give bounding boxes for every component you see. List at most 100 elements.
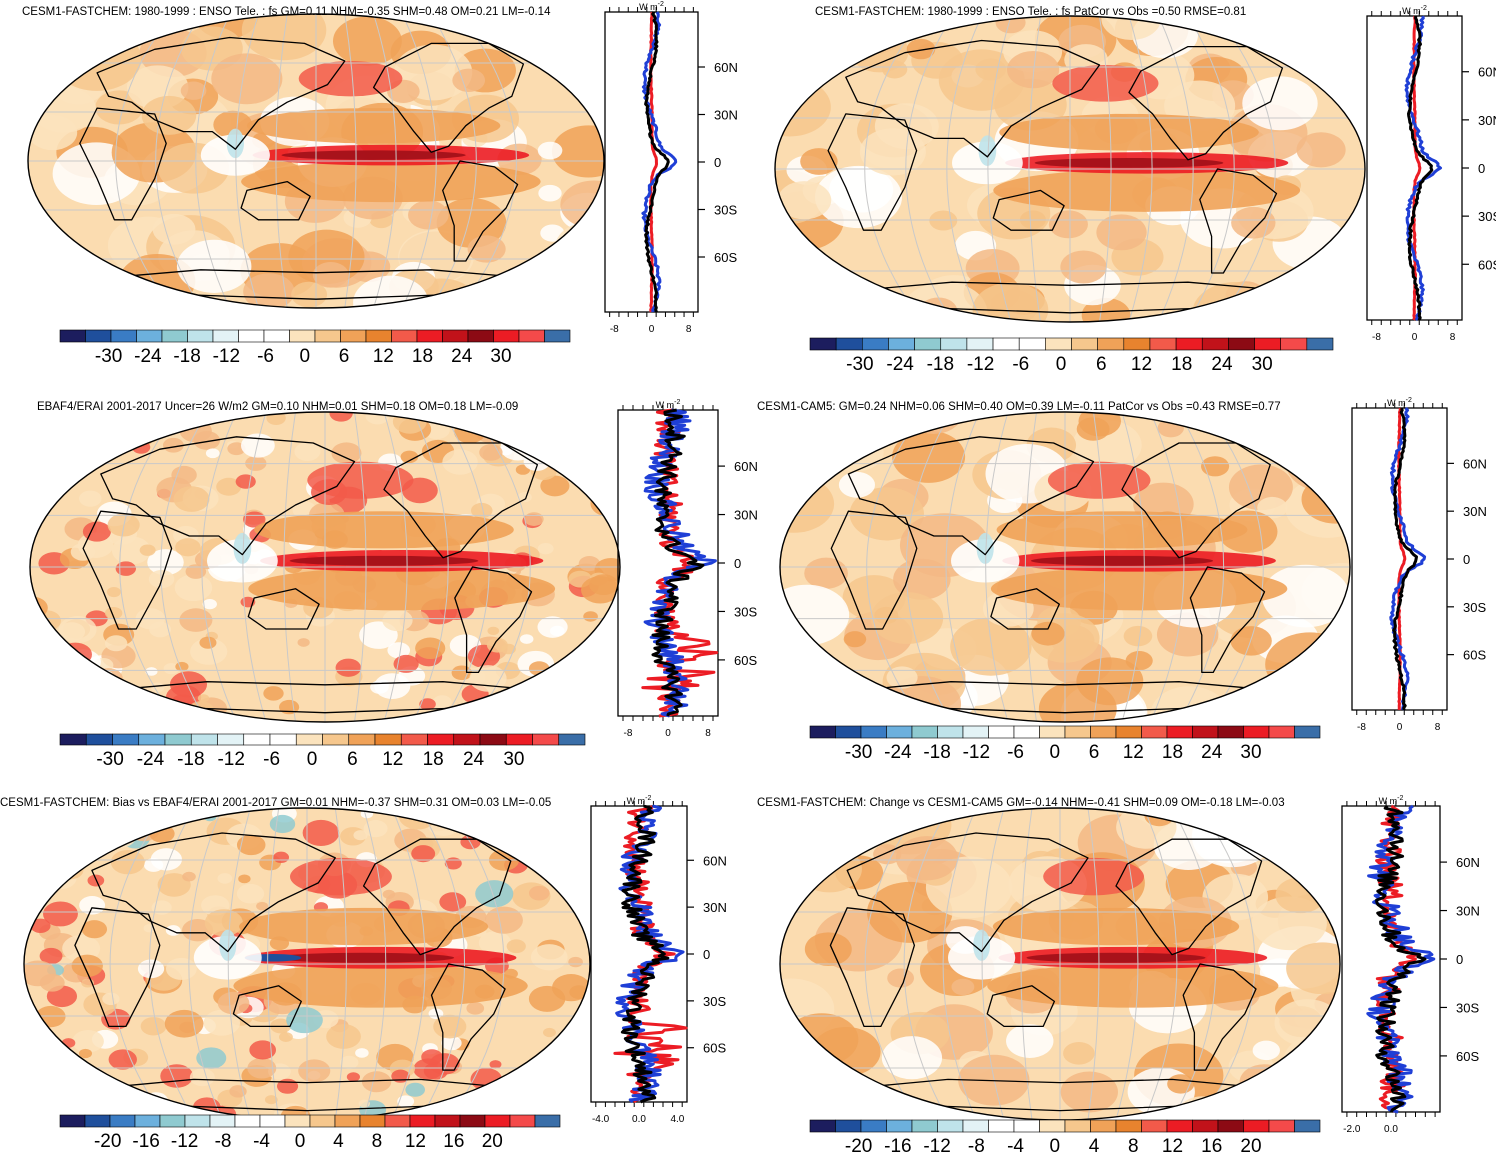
profile-x-tick-label: 0.0 (632, 1114, 646, 1125)
colorbar-swatch (835, 337, 863, 351)
colorbar-tick-label: 20 (1240, 1136, 1261, 1154)
profile-x-tick-label: -8 (1357, 722, 1366, 733)
colorbar: -30 -24 -18 -12 -6 0 6 12 18 24 30 (59, 733, 586, 770)
colorbar-tick-label: 4 (333, 1131, 344, 1152)
colorbar-swatch (809, 337, 837, 351)
coastline-samerica (1189, 566, 1266, 674)
coastline-australia (240, 180, 311, 221)
colorbar-swatch (314, 329, 341, 343)
colorbar-swatch (1294, 1119, 1321, 1133)
colorbar-tick-label: -18 (923, 742, 950, 763)
profile-lat-label: 30S (703, 994, 726, 1009)
colorbar-tick-label: -6 (1012, 354, 1029, 375)
colorbar-tick-label: -24 (137, 749, 165, 770)
profile-lat-label: 60N (703, 853, 727, 868)
profile-lat-label: 0 (1463, 552, 1470, 567)
profile-x-tick-label: 0 (1412, 332, 1418, 343)
colorbar-swatch (59, 733, 87, 746)
profile-line-red (1412, 15, 1422, 321)
colorbar-swatch (1175, 337, 1203, 351)
profile-lat-label: 60S (1478, 257, 1496, 272)
colorbar-swatch (911, 1119, 938, 1133)
colorbar-swatch (505, 733, 533, 746)
colorbar-tick-label: 4 (1089, 1136, 1100, 1154)
colorbar-swatch (391, 329, 418, 343)
profile-x-tick-label: 8 (1450, 332, 1456, 343)
profile-lat-label: 60S (1456, 1049, 1479, 1064)
colorbar-swatch (109, 1114, 136, 1128)
profile-line-blue (643, 408, 717, 718)
profile-line-red (641, 408, 719, 718)
profile-x-tick-label: 0 (649, 324, 655, 335)
colorbar-tick-label: 30 (503, 749, 524, 770)
profile-unit: W m-2 (627, 795, 652, 806)
profile-x-tick-label: 8 (1435, 722, 1441, 733)
colorbar-swatch (234, 1114, 261, 1128)
colorbar-swatch (295, 733, 323, 746)
profile-line-red (1397, 407, 1407, 711)
profile-unit: W m-2 (1379, 795, 1404, 806)
colorbar-tick-label: -18 (927, 354, 954, 375)
colorbar-swatch (1149, 337, 1177, 351)
colorbar-swatch (1166, 725, 1193, 739)
panel-3: -30 -24 -18 -12 -6 0 6 12 18 24 30 60N 30N 0 30S 60S W m… (29, 399, 758, 770)
colorbar-swatch (85, 329, 112, 343)
colorbar-swatch (534, 1114, 561, 1128)
profile-lat-label: 60N (714, 60, 738, 75)
colorbar-swatch (442, 329, 469, 343)
colorbar-tick-label: -12 (963, 742, 990, 763)
colorbar-swatch (1039, 725, 1066, 739)
colorbar-swatch (886, 1119, 913, 1133)
colorbar-tick-label: 12 (373, 346, 394, 367)
colorbar-swatch (532, 733, 560, 746)
profile-x-tick-label: 0 (665, 728, 671, 739)
coastline-africa (827, 113, 918, 231)
colorbar-swatch (1294, 725, 1321, 739)
colorbar-tick-label: 18 (423, 749, 444, 770)
colorbar-swatch (1268, 725, 1295, 739)
map-field (780, 412, 1350, 722)
profile-x-tick-label: 8 (705, 728, 711, 739)
colorbar-swatch (134, 1114, 161, 1128)
coastline-samerica (442, 160, 519, 262)
colorbar: -30 -24 -18 -12 -6 0 6 12 18 24 30 (809, 337, 1334, 375)
colorbar-swatch (962, 725, 989, 739)
colorbar-tick-label: -12 (217, 749, 244, 770)
colorbar-tick-label: -8 (215, 1131, 232, 1152)
profile-lat-label: 60S (703, 1041, 726, 1056)
colorbar-swatch (1141, 1119, 1168, 1133)
colorbar-swatch (263, 329, 290, 343)
profile-lat-label: 0 (714, 155, 721, 170)
colorbar-tick-label: 18 (1171, 354, 1192, 375)
map-field (24, 808, 590, 1120)
coastline-eurasia (96, 36, 346, 150)
colorbar-tick-label: -30 (95, 346, 122, 367)
colorbar: -20 -16 -12 -8 -4 0 4 8 12 16 20 (809, 1119, 1321, 1157)
colorbar-tick-label: 0 (1056, 354, 1067, 375)
colorbar-tick-label: 24 (1211, 354, 1233, 375)
colorbar-swatch (835, 1119, 862, 1133)
colorbar-swatch (493, 329, 520, 343)
colorbar-tick-label: 16 (443, 1131, 464, 1152)
colorbar-tick-label: -4 (1007, 1136, 1024, 1154)
profile-lat-label: 30S (1456, 1000, 1479, 1015)
profile-lat-label: 30S (734, 604, 757, 619)
colorbar-swatch (1071, 337, 1098, 351)
colorbar-tick-label: -18 (173, 346, 200, 367)
colorbar-swatch (888, 337, 915, 351)
zonal-mean-profile: 60N 30N 0 30S 60S W m-2 -4.0 0.0 4.0 (590, 795, 727, 1125)
colorbar-swatch (937, 725, 964, 739)
zonal-mean-profile: 60N 30N 0 30S 60S W m-2 -8 0 8 (1366, 5, 1496, 343)
colorbar-tick-label: -16 (884, 1136, 911, 1154)
panel-2: -30 -24 -18 -12 -6 0 6 12 18 24 30 60N 30N 0 30S 60S W m… (774, 5, 1496, 375)
colorbar-tick-label: -12 (213, 346, 240, 367)
colorbar-swatch (1217, 1119, 1244, 1133)
colorbar-swatch (243, 733, 271, 746)
profile-x-tick-label: 0 (1397, 722, 1403, 733)
colorbar-tick-label: 0 (1050, 1136, 1061, 1154)
profile-x-tick-label: -8 (624, 728, 633, 739)
colorbar-swatch (209, 1114, 236, 1128)
colorbar-swatch (374, 733, 402, 746)
coastline-africa (830, 510, 918, 630)
